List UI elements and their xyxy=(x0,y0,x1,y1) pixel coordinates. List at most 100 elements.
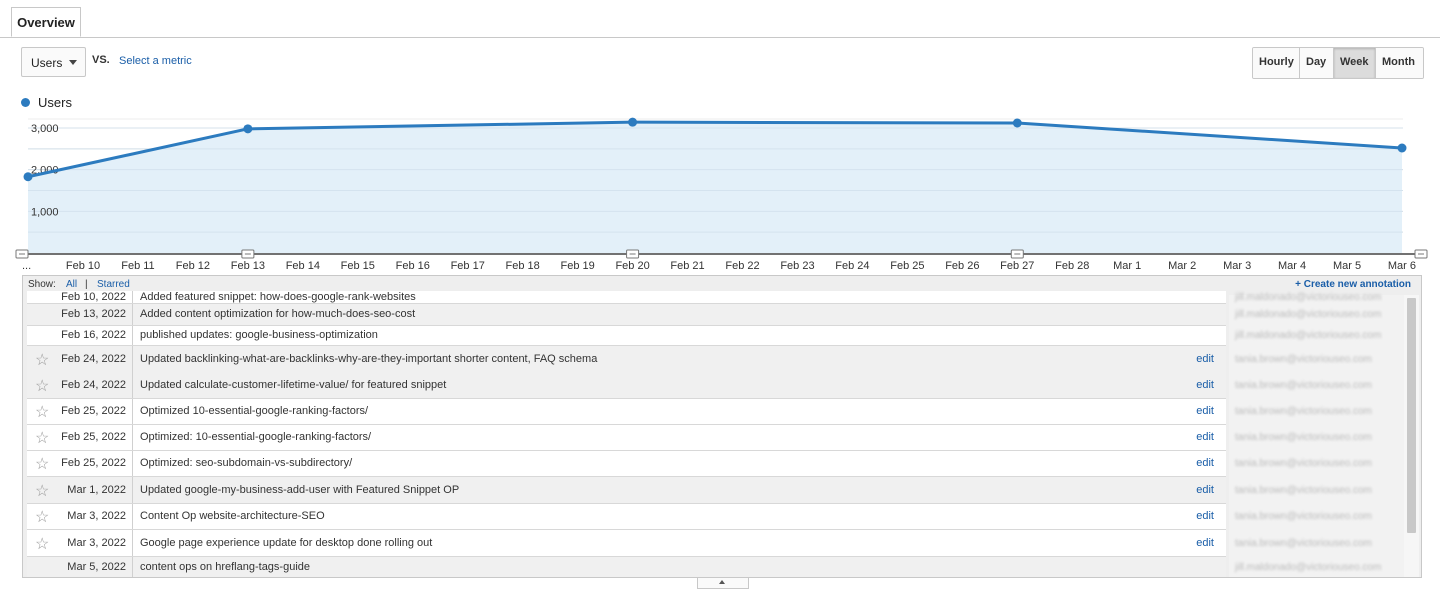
filter-separator: | xyxy=(85,279,88,290)
period-month-button[interactable]: Month xyxy=(1376,48,1423,78)
star-icon[interactable]: ☆ xyxy=(35,509,50,526)
annotation-marker-icon[interactable] xyxy=(1010,249,1024,259)
x-tick-label: Feb 25 xyxy=(890,260,924,272)
annotation-edit-link[interactable]: edit xyxy=(1196,537,1214,549)
x-tick-label: Mar 5 xyxy=(1333,260,1361,272)
period-hourly-button[interactable]: Hourly xyxy=(1253,48,1300,78)
annotation-edit-link[interactable]: edit xyxy=(1196,379,1214,391)
period-week-button[interactable]: Week xyxy=(1334,48,1376,78)
x-tick-label: Feb 15 xyxy=(341,260,375,272)
metric-dropdown[interactable]: Users xyxy=(21,47,86,77)
column-divider xyxy=(132,372,133,398)
annotation-date: Feb 25, 2022 xyxy=(61,457,126,469)
star-icon[interactable]: ☆ xyxy=(35,483,50,500)
annotation-author-email: tania.brown@victoriouseo.com xyxy=(1235,354,1372,365)
star-icon[interactable]: ☆ xyxy=(35,456,50,473)
annotation-row[interactable]: ☆ Mar 3, 2022 Google page experience updat… xyxy=(27,530,1226,557)
annotation-edit-link[interactable]: edit xyxy=(1196,353,1214,365)
annotation-author-email: tania.brown@victoriouseo.com xyxy=(1235,380,1372,391)
show-label: Show: xyxy=(28,279,56,290)
x-tick-label: Mar 1 xyxy=(1113,260,1141,272)
column-divider xyxy=(132,477,133,503)
x-tick-label: Feb 27 xyxy=(1000,260,1034,272)
star-icon[interactable]: ☆ xyxy=(35,536,50,553)
caret-down-icon xyxy=(69,60,77,65)
annotation-row[interactable]: ☆ Mar 3, 2022 Content Op website-architect… xyxy=(27,504,1226,530)
annotation-row[interactable]: ☆ Feb 24, 2022 Updated calculate-customer-… xyxy=(27,372,1226,399)
annotation-author-email: jill.maldonado@victoriouseo.com xyxy=(1235,309,1382,320)
star-icon[interactable]: ☆ xyxy=(35,404,50,421)
annotation-date: Mar 5, 2022 xyxy=(67,561,126,573)
period-day-button[interactable]: Day xyxy=(1300,48,1334,78)
annotation-edit-link[interactable]: edit xyxy=(1196,431,1214,443)
annotation-date: Feb 25, 2022 xyxy=(61,405,126,417)
annotation-text: Updated calculate-customer-lifetime-valu… xyxy=(140,379,447,391)
x-tick-label: Mar 6 xyxy=(1388,260,1416,272)
annotation-edit-link[interactable]: edit xyxy=(1196,484,1214,496)
collapse-annotations-button[interactable] xyxy=(697,578,749,589)
x-tick-label: Feb 17 xyxy=(451,260,485,272)
annotation-marker-icon[interactable] xyxy=(1414,249,1428,259)
annotation-date: Feb 24, 2022 xyxy=(61,379,126,391)
tab-overview[interactable]: Overview xyxy=(11,7,81,37)
x-tick-label: Mar 4 xyxy=(1278,260,1306,272)
annotation-edit-link[interactable]: edit xyxy=(1196,510,1214,522)
users-data-point xyxy=(628,117,638,127)
x-tick-label: Mar 2 xyxy=(1168,260,1196,272)
annotation-edit-link[interactable]: edit xyxy=(1196,457,1214,469)
annotation-date: Feb 16, 2022 xyxy=(61,329,126,341)
x-tick-label: Feb 12 xyxy=(176,260,210,272)
annotation-row[interactable]: ☆ Feb 25, 2022 Optimized: 10-essential-goo… xyxy=(27,425,1226,451)
annotation-row[interactable]: ☆ Feb 25, 2022 Optimized 10-essential-goog… xyxy=(27,399,1226,425)
annotations-header: Show: All | Starred + Create new annotat… xyxy=(23,276,1421,295)
annotation-author-column: jill.maldonado@victoriouseo.com jill.mald… xyxy=(1229,292,1419,577)
column-divider xyxy=(132,346,133,372)
annotation-author-email: jill.maldonado@victoriouseo.com xyxy=(1235,292,1382,303)
x-tick-label: Mar 3 xyxy=(1223,260,1251,272)
select-metric-link[interactable]: Select a metric xyxy=(119,55,192,67)
x-tick-label: Feb 19 xyxy=(561,260,595,272)
star-icon[interactable]: ☆ xyxy=(35,352,50,369)
star-icon[interactable]: ☆ xyxy=(35,378,50,395)
scrollbar-thumb[interactable] xyxy=(1407,298,1416,533)
annotation-author-email: jill.maldonado@victoriouseo.com xyxy=(1235,562,1382,573)
annotation-row[interactable]: Mar 5, 2022 content ops on hreflang-tags-… xyxy=(27,557,1226,577)
annotation-marker-icon[interactable] xyxy=(241,249,255,259)
create-annotation-link[interactable]: + Create new annotation xyxy=(1295,279,1411,290)
annotation-author-email: jill.maldonado@victoriouseo.com xyxy=(1235,330,1382,341)
users-data-point xyxy=(1012,118,1022,128)
column-divider xyxy=(132,425,133,450)
annotation-row[interactable]: Feb 16, 2022 published updates: google-bu… xyxy=(27,326,1226,346)
star-icon[interactable]: ☆ xyxy=(35,430,50,447)
annotation-author-email: tania.brown@victoriouseo.com xyxy=(1235,485,1372,496)
annotation-text: Added featured snippet: how-does-google-… xyxy=(140,291,416,303)
x-axis-start-label: ... xyxy=(22,260,31,272)
x-tick-label: Feb 18 xyxy=(506,260,540,272)
annotation-row[interactable]: ☆ Feb 25, 2022 Optimized: seo-subdomain-vs… xyxy=(27,451,1226,477)
annotation-row[interactable]: ☆ Mar 1, 2022 Updated google-my-business-a… xyxy=(27,477,1226,504)
annotation-row[interactable]: ☆ Feb 24, 2022 Updated backlinking-what-ar… xyxy=(27,346,1226,373)
annotations-panel: Show: All | Starred + Create new annotat… xyxy=(22,275,1422,578)
column-divider xyxy=(132,304,133,325)
annotation-marker-icon[interactable] xyxy=(626,249,640,259)
annotation-author-email: tania.brown@victoriouseo.com xyxy=(1235,538,1372,549)
x-tick-label: Feb 13 xyxy=(231,260,265,272)
annotation-text: published updates: google-business-optim… xyxy=(140,329,378,341)
annotation-marker-icon[interactable] xyxy=(15,249,29,259)
annotation-row[interactable]: Feb 10, 2022 Added featured snippet: how-… xyxy=(27,291,1226,304)
filter-starred-link[interactable]: Starred xyxy=(97,279,130,290)
filter-all-link[interactable]: All xyxy=(66,279,78,290)
x-tick-label: Feb 14 xyxy=(286,260,320,272)
annotation-text: Added content optimization for how-much-… xyxy=(140,308,416,320)
x-tick-label: Feb 26 xyxy=(945,260,979,272)
x-tick-label: Feb 10 xyxy=(66,260,100,272)
chart-legend: Users xyxy=(21,95,72,110)
annotation-row[interactable]: Feb 13, 2022 Added content optimization f… xyxy=(27,304,1226,326)
annotation-author-email: tania.brown@victoriouseo.com xyxy=(1235,432,1372,443)
x-tick-label: Feb 21 xyxy=(670,260,704,272)
y-tick-label: 3,000 xyxy=(31,123,59,135)
annotation-text: content ops on hreflang-tags-guide xyxy=(140,561,311,573)
annotation-edit-link[interactable]: edit xyxy=(1196,405,1214,417)
column-divider xyxy=(132,399,133,424)
